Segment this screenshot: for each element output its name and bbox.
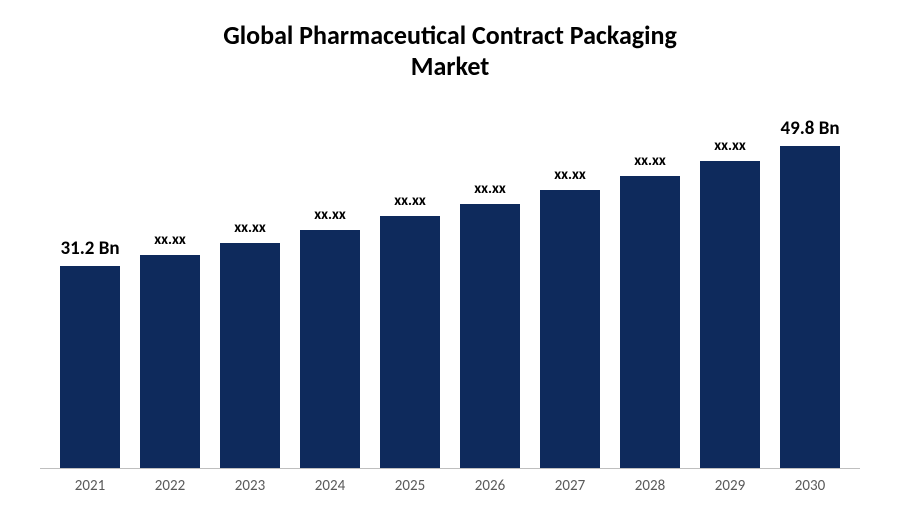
x-axis-label: 2025	[370, 477, 450, 495]
x-axis-label: 2029	[690, 477, 770, 495]
bar-data-label: xx.xx	[714, 137, 746, 155]
bar-data-label: 49.8 Bn	[780, 117, 839, 140]
x-axis-label: 2026	[450, 477, 530, 495]
bar-data-label: xx.xx	[634, 152, 666, 170]
bar-data-label: xx.xx	[234, 219, 266, 237]
bar-group: 31.2 Bn	[50, 112, 130, 468]
bar-data-label: xx.xx	[474, 180, 506, 198]
bar	[300, 230, 360, 468]
x-axis-label: 2022	[130, 477, 210, 495]
bar-group: xx.xx	[690, 112, 770, 468]
bar	[700, 161, 760, 468]
bar-data-label: xx.xx	[314, 206, 346, 224]
bar	[220, 243, 280, 468]
bar	[620, 176, 680, 468]
bar	[460, 204, 520, 468]
bar-group: xx.xx	[610, 112, 690, 468]
bar	[780, 146, 840, 468]
x-axis-label: 2030	[770, 477, 850, 495]
bar-data-label: xx.xx	[554, 166, 586, 184]
chart-container: Global Pharmaceutical Contract Packaging…	[0, 0, 900, 525]
bar	[140, 255, 200, 468]
bar	[380, 216, 440, 468]
bar-group: xx.xx	[370, 112, 450, 468]
bar-data-label: 31.2 Bn	[60, 237, 119, 260]
bar-group: xx.xx	[450, 112, 530, 468]
title-line-1: Global Pharmaceutical Contract Packaging	[40, 20, 860, 51]
bar	[60, 266, 120, 468]
x-axis-label: 2023	[210, 477, 290, 495]
bar-group: xx.xx	[130, 112, 210, 468]
bar-group: xx.xx	[290, 112, 370, 468]
bar	[540, 190, 600, 468]
x-axis-label: 2028	[610, 477, 690, 495]
x-axis: 2021202220232024202520262027202820292030	[40, 469, 860, 495]
title-line-2: Market	[40, 51, 860, 82]
bar-group: xx.xx	[210, 112, 290, 468]
x-axis-label: 2027	[530, 477, 610, 495]
x-axis-label: 2024	[290, 477, 370, 495]
bar-group: xx.xx	[530, 112, 610, 468]
bar-data-label: xx.xx	[154, 231, 186, 249]
plot-area: 31.2 Bn xx.xx xx.xx xx.xx xx.xx xx.xx xx.xx xx.…	[40, 112, 860, 469]
x-axis-label: 2021	[50, 477, 130, 495]
chart-title: Global Pharmaceutical Contract Packaging…	[40, 20, 860, 82]
bar-group: 49.8 Bn	[770, 112, 850, 468]
bar-data-label: xx.xx	[394, 192, 426, 210]
